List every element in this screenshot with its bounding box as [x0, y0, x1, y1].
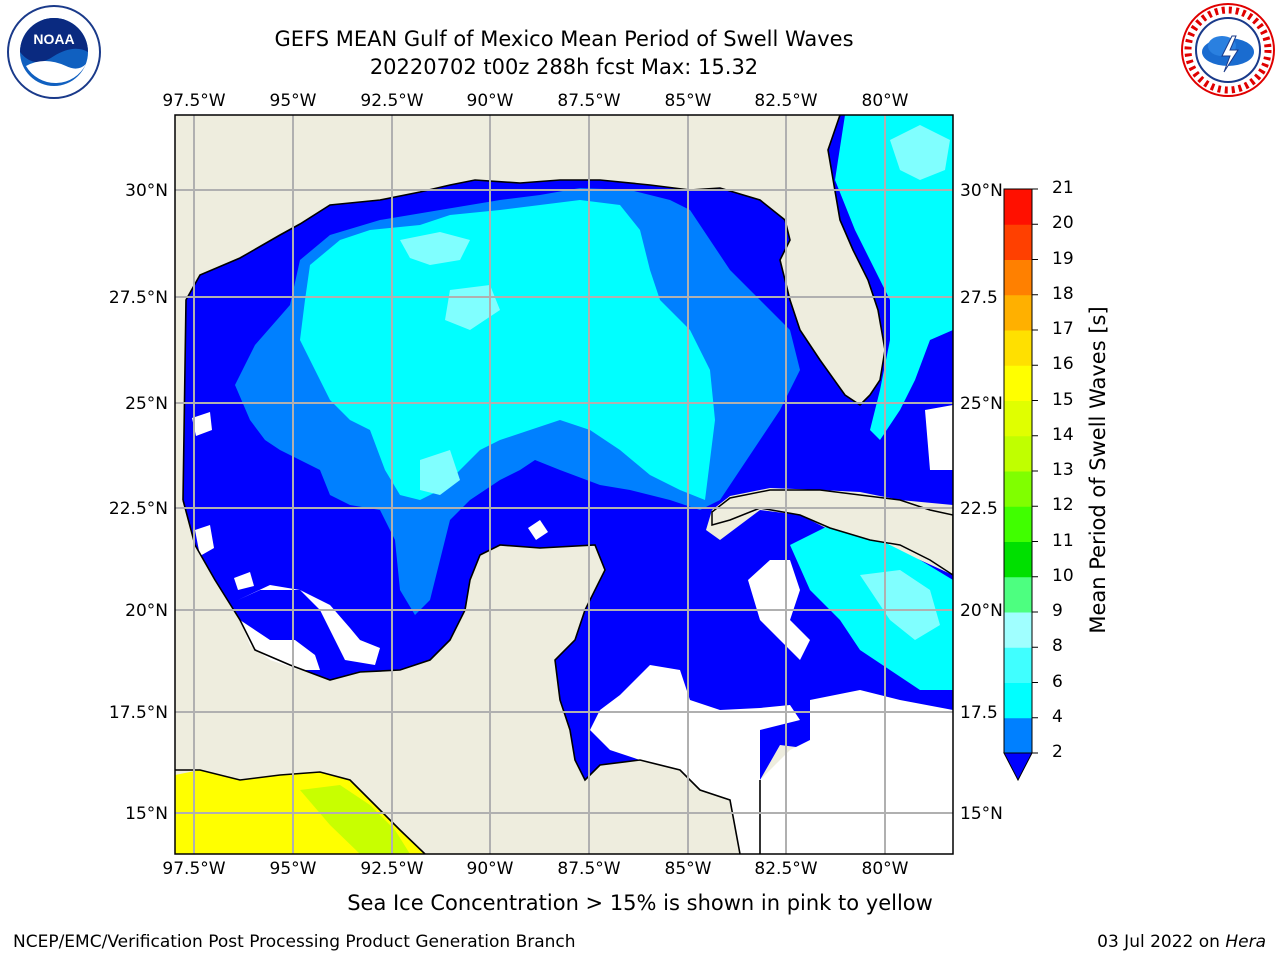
- colorbar-tick-label: 6: [1052, 671, 1063, 692]
- colorbar-tick-label: 18: [1052, 283, 1074, 304]
- chart-title: GEFS MEAN Gulf of Mexico Mean Period of …: [274, 27, 854, 51]
- lat-label: 30°N: [125, 181, 168, 201]
- colorbar-segment: [1004, 189, 1032, 225]
- colorbar-tick-label: 19: [1052, 248, 1074, 269]
- lat-label: 17.5°N: [109, 703, 168, 723]
- lat-label: 20°N: [125, 601, 168, 621]
- colorbar-tick-label: 10: [1052, 565, 1074, 586]
- colorbar-tick-label: 17: [1052, 319, 1074, 339]
- colorbar-tick-label: 14: [1052, 424, 1074, 445]
- lat-label: 22.5°N: [109, 499, 168, 519]
- colorbar-ticks: [1032, 188, 1038, 754]
- colorbar-extend-arrow: [1003, 752, 1033, 782]
- colorbar-segment: [1004, 541, 1032, 578]
- colorbar-tick-label: 21: [1052, 178, 1074, 198]
- lat-label: 15°N: [125, 804, 168, 824]
- lon-label: 90°W: [467, 91, 514, 111]
- footer-date-text: 03 Jul 2022 on: [1097, 932, 1226, 952]
- lat-label: 22.5: [960, 499, 998, 519]
- pacific-water-green: [300, 785, 410, 854]
- atlantic-water-light: [890, 125, 950, 180]
- lat-label: 15°N: [960, 804, 1003, 824]
- lon-label: 85°W: [665, 91, 712, 111]
- map-area: [175, 115, 953, 854]
- cuba-land: [711, 489, 953, 576]
- sea-ice-note: Sea Ice Concentration > 15% is shown in …: [347, 891, 933, 915]
- colorbar-tick-label: 8: [1052, 636, 1063, 657]
- lon-label: 82.5°W: [754, 859, 817, 879]
- lon-label: 95°W: [270, 859, 317, 879]
- colorbar-tick-label: 2: [1052, 742, 1063, 762]
- caribbean-water-light: [860, 570, 940, 640]
- colorbar-tick-label: 16: [1052, 354, 1074, 375]
- colorbar-tick-label: 11: [1052, 530, 1074, 551]
- colorbar-segment: [1004, 365, 1032, 401]
- chart-subtitle: 20220702 t00z 288h fcst Max: 15.32: [369, 55, 759, 79]
- gridlines: [175, 115, 953, 854]
- colorbar-tick-label: 13: [1052, 460, 1074, 480]
- lat-labels-right: 30°N 27.5 25°N 22.5 20°N 17.5 15°N: [960, 181, 1003, 824]
- lon-label: 80°W: [862, 91, 909, 111]
- colorbar: [1003, 188, 1038, 782]
- colorbar-segment: [1004, 259, 1032, 296]
- lon-label: 95°W: [270, 91, 317, 111]
- lon-label: 85°W: [665, 859, 712, 879]
- lon-labels-bottom: 97.5°W 95°W 92.5°W 90°W 87.5°W 85°W 82.5…: [162, 859, 908, 879]
- lat-label: 25°N: [125, 394, 168, 414]
- colorbar-segments: [1004, 189, 1032, 754]
- map-frame: [174, 114, 954, 855]
- svg-text:NOAA: NOAA: [33, 31, 74, 47]
- lon-labels-top: 97.5°W 95°W 92.5°W 90°W 87.5°W 85°W 82.5…: [162, 91, 908, 111]
- colorbar-tick-label: 12: [1052, 495, 1074, 516]
- colorbar-segment: [1004, 435, 1032, 472]
- lon-label: 92.5°W: [360, 859, 423, 879]
- noaa-logo: NOAA: [7, 5, 101, 99]
- lon-label: 97.5°W: [162, 91, 225, 111]
- colorbar-segment: [1004, 330, 1032, 366]
- lon-label: 97.5°W: [162, 859, 225, 879]
- colorbar-title: Mean Period of Swell Waves [s]: [1086, 306, 1110, 634]
- lat-label: 27.5°N: [109, 288, 168, 308]
- lon-label: 80°W: [862, 859, 909, 879]
- coastlines: [175, 115, 886, 854]
- lat-label: 25°N: [960, 394, 1003, 414]
- colorbar-segment: [1004, 294, 1032, 331]
- lat-labels-left: 30°N 27.5°N 25°N 22.5°N 20°N 17.5°N 15°N: [109, 181, 168, 824]
- colorbar-segment: [1004, 647, 1032, 683]
- caribbean-water-cyan: [790, 525, 953, 690]
- colorbar-segment: [1004, 576, 1032, 613]
- gulf-water-cyan: [300, 200, 715, 500]
- colorbar-segment: [1004, 400, 1032, 437]
- lat-label: 20°N: [960, 601, 1003, 621]
- colorbar-segment: [1004, 612, 1032, 648]
- lon-label: 87.5°W: [557, 91, 620, 111]
- lon-label: 92.5°W: [360, 91, 423, 111]
- colorbar-segment: [1004, 471, 1032, 507]
- colorbar-segment: [1004, 506, 1032, 542]
- colorbar-tick-label: 15: [1052, 389, 1074, 410]
- colorbar-tick-label: 9: [1052, 601, 1063, 621]
- lon-label: 90°W: [467, 859, 514, 879]
- lon-label: 87.5°W: [557, 859, 620, 879]
- colorbar-tick-label: 4: [1052, 706, 1063, 727]
- atlantic-water-cyan: [835, 115, 953, 440]
- colorbar-segment: [1004, 717, 1032, 754]
- colorbar-tick-label: 20: [1052, 213, 1074, 234]
- lon-label: 82.5°W: [754, 91, 817, 111]
- lat-label: 30°N: [960, 181, 1003, 201]
- lat-label: 17.5: [960, 703, 998, 723]
- nws-logo: [1181, 3, 1275, 97]
- footer-date: 03 Jul 2022 on Hera: [1097, 932, 1266, 952]
- lat-label: 27.5: [960, 288, 998, 308]
- footer-host: Hera: [1225, 932, 1266, 952]
- footer-credit: NCEP/EMC/Verification Post Processing Pr…: [13, 932, 576, 952]
- colorbar-segment: [1004, 682, 1032, 719]
- colorbar-segment: [1004, 224, 1032, 260]
